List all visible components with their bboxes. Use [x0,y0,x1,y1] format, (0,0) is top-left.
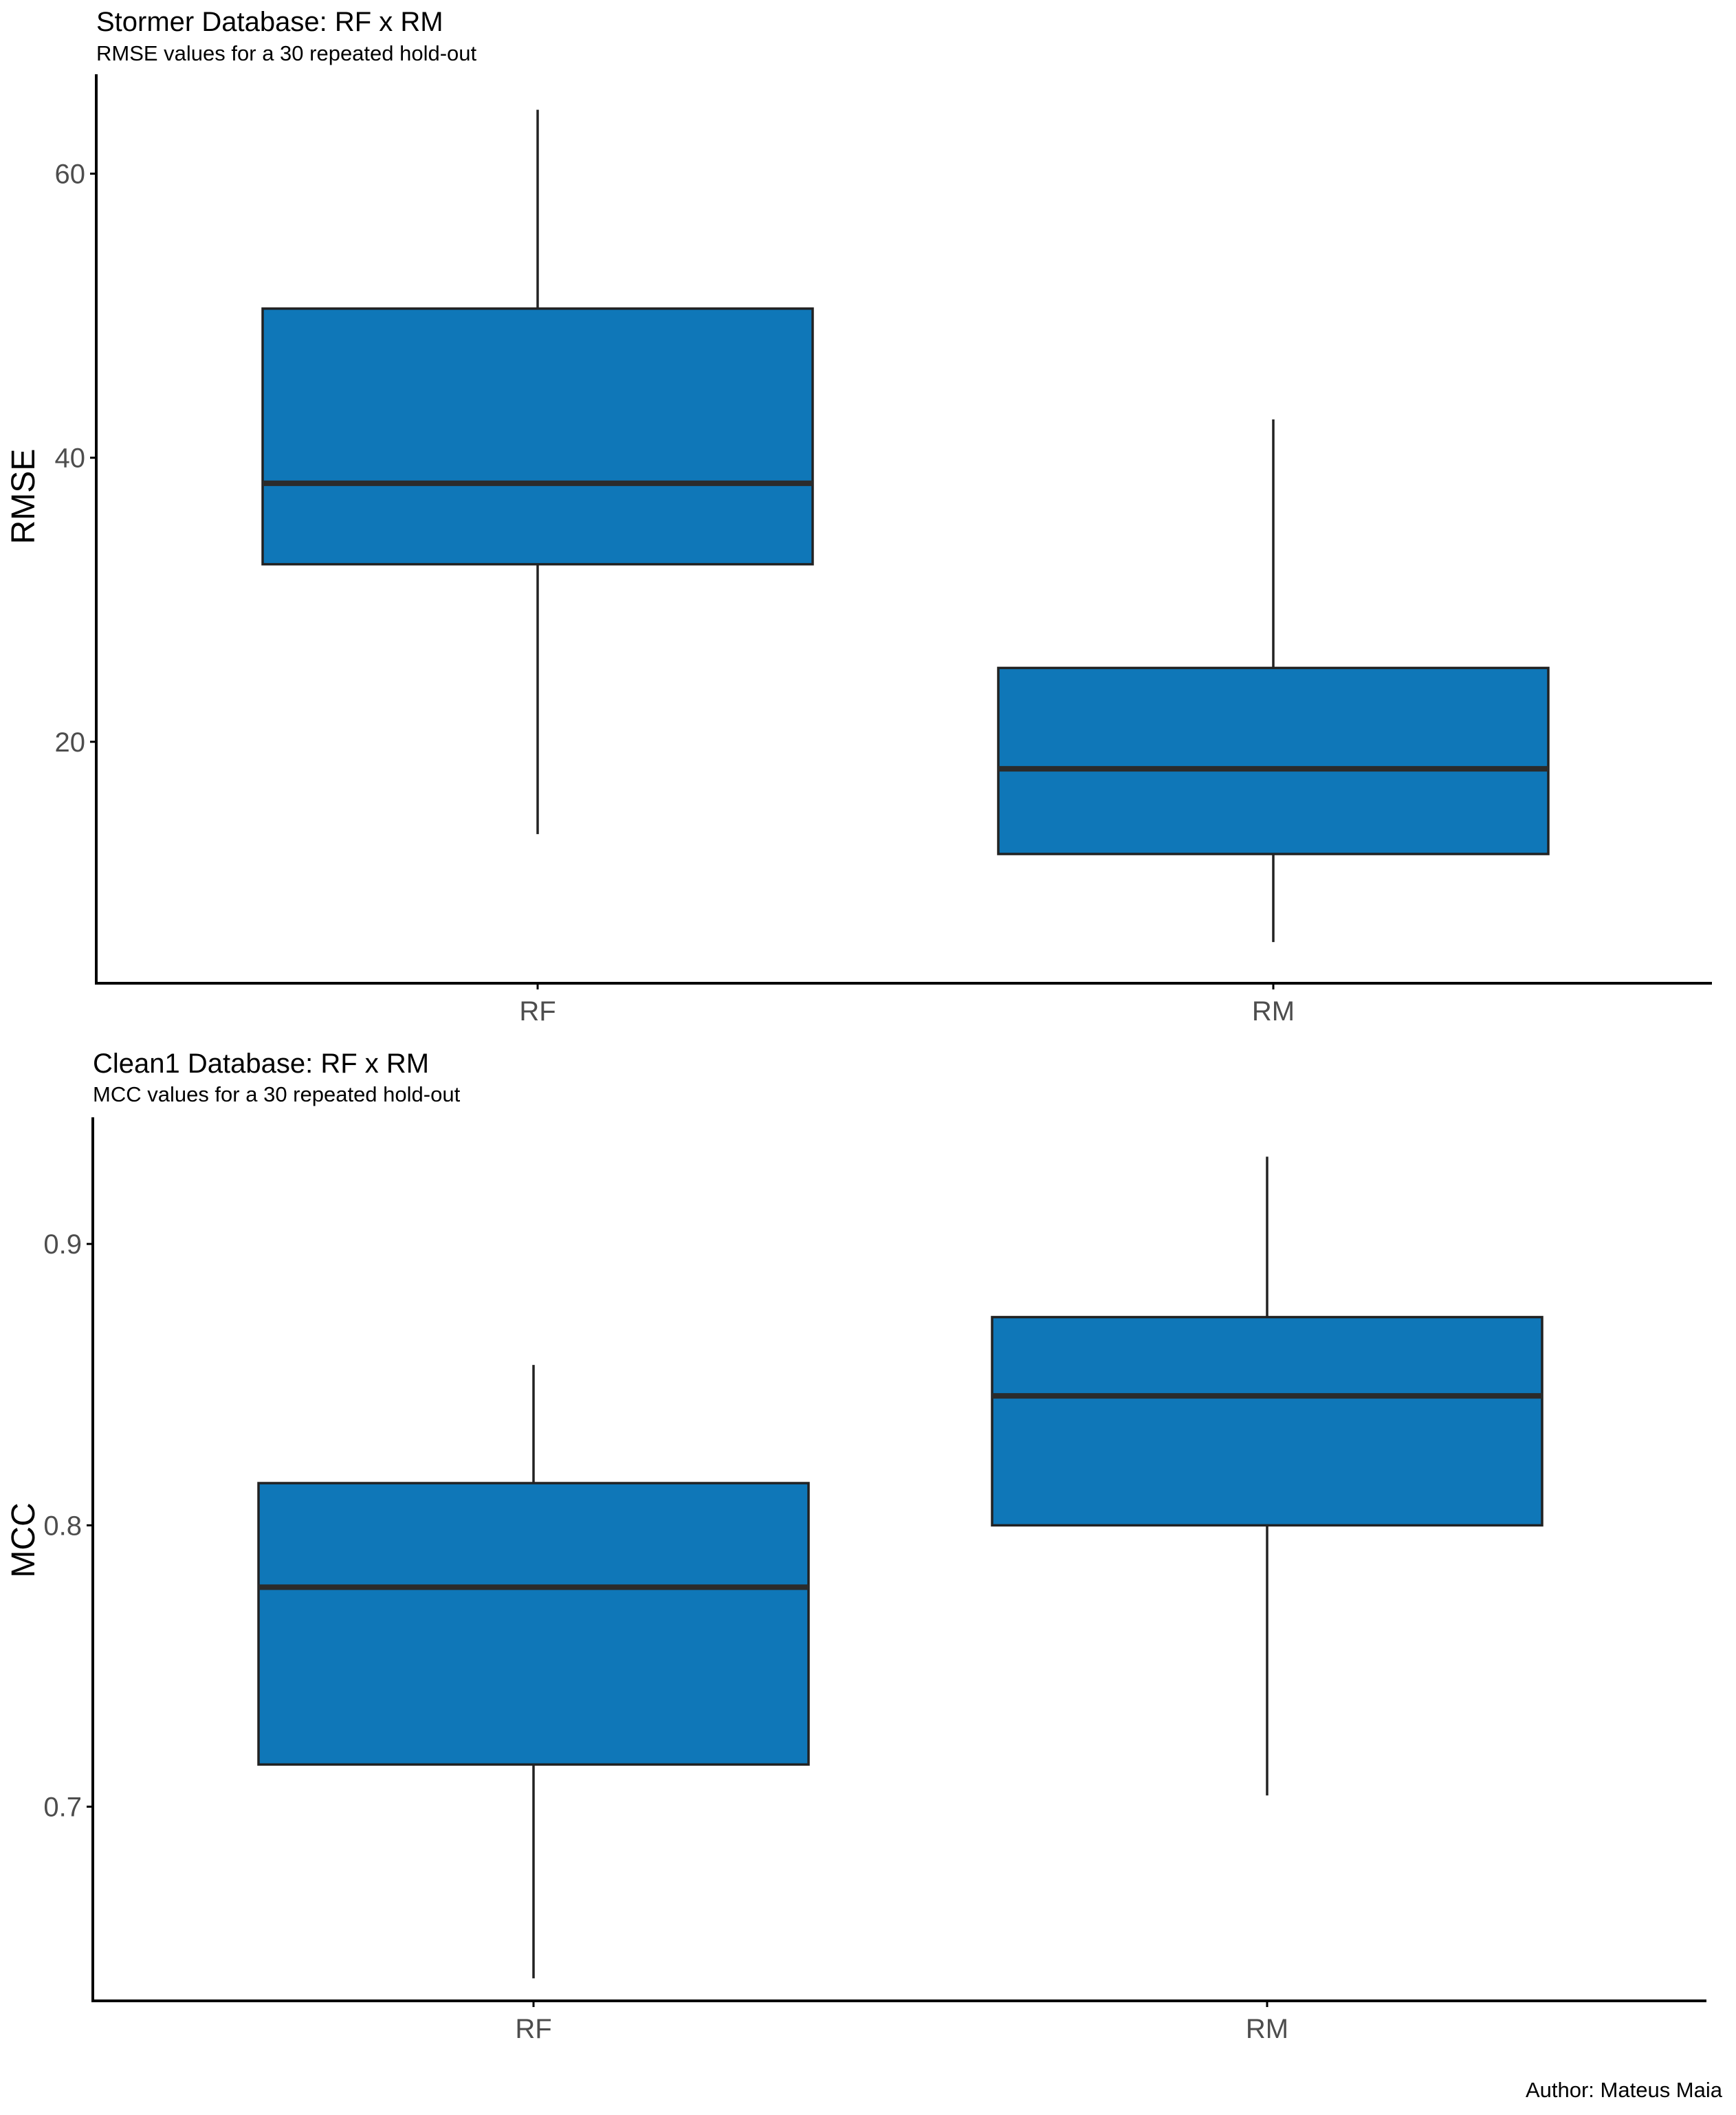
y-tick-label: 0.9 [43,1229,82,1260]
x-tick-label: RF [515,2014,551,2044]
y-tick-label: 0.7 [43,1793,82,1823]
author-caption: Author: Mateus Maia [1526,2078,1723,2102]
x-tick-label: RF [519,996,556,1027]
rmse-panel: Stormer Database: RF x RM RMSE values fo… [6,7,1712,1027]
x-tick-label: RM [1252,996,1295,1027]
box-rf [261,109,814,835]
y-tick-label: 40 [55,443,86,474]
x-tick-label: RM [1246,2014,1288,2044]
box-rm [991,1157,1543,1796]
box-iqr [991,1315,1543,1527]
mcc-panel: Clean1 Database: RF x RM MCC values for … [6,1049,1706,2044]
y-axis-label: MCC [6,1502,42,1577]
box-rf [257,1365,810,1979]
box-rm [997,419,1550,943]
panel-subtitle: MCC values for a 30 repeated hold-out [93,1082,461,1106]
box-iqr [257,1482,810,1766]
box-iqr [997,666,1550,855]
box-iqr [261,307,814,566]
y-tick-label: 0.8 [43,1511,82,1541]
panel-title: Stormer Database: RF x RM [96,7,443,37]
panel-subtitle: RMSE values for a 30 repeated hold-out [96,41,477,65]
panel-title: Clean1 Database: RF x RM [93,1049,429,1079]
y-tick-label: 60 [55,160,86,190]
y-axis-label: RMSE [6,449,42,545]
y-tick-label: 20 [55,727,86,758]
